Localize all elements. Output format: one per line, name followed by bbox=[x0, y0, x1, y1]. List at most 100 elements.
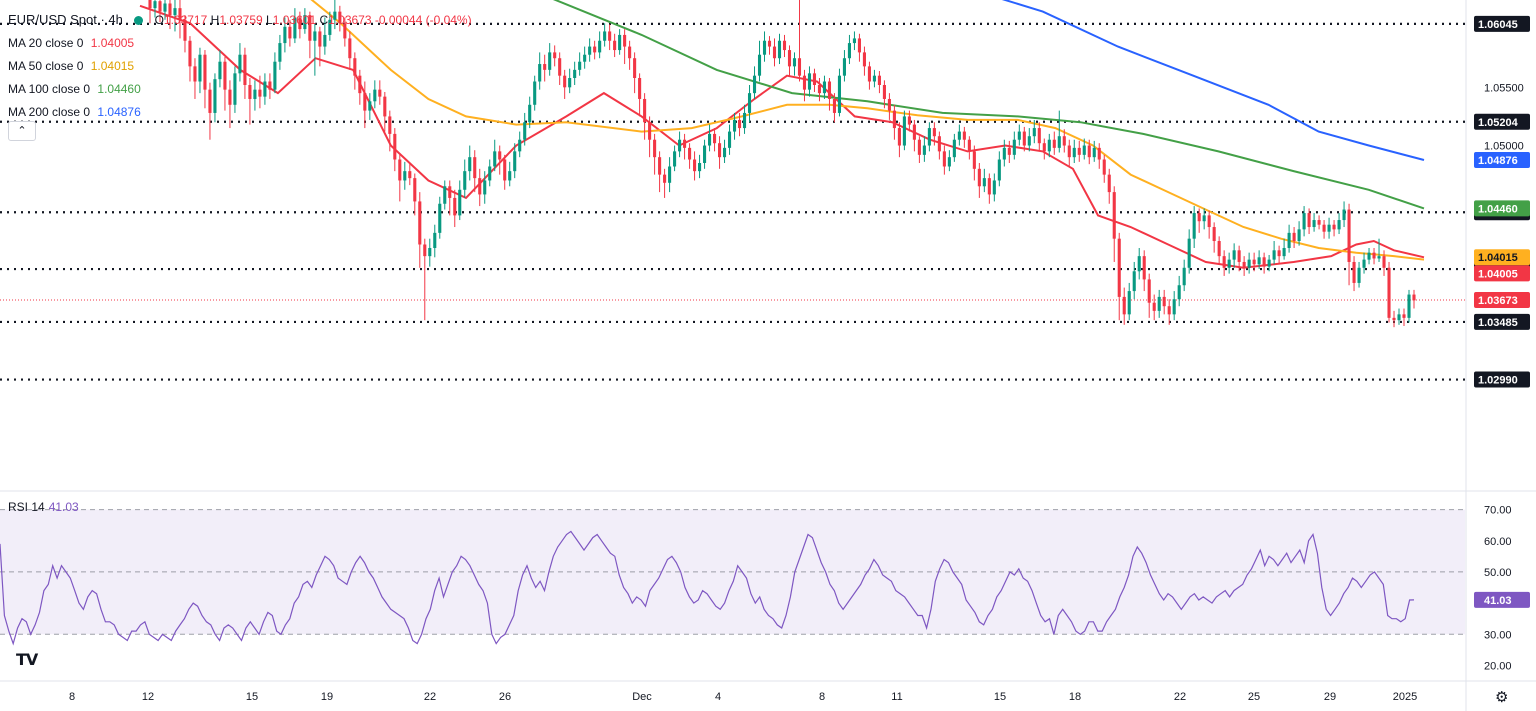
candle-body bbox=[1377, 256, 1381, 259]
candle-body bbox=[483, 180, 487, 195]
candle-body bbox=[1047, 139, 1051, 152]
candle-body bbox=[213, 79, 217, 113]
change-value: -0.00044 (-0.04%) bbox=[374, 13, 472, 27]
indicator-row-ma20[interactable]: MA 20 close 0 1.04005 bbox=[8, 32, 472, 55]
candle-body bbox=[1187, 238, 1191, 268]
candle-body bbox=[887, 98, 891, 111]
candle-body bbox=[727, 131, 732, 148]
candle-body bbox=[1082, 145, 1086, 155]
candle-body bbox=[1007, 147, 1011, 155]
candle-body bbox=[628, 46, 632, 59]
candle-body bbox=[747, 93, 752, 113]
candle-body bbox=[633, 58, 637, 79]
candle-body bbox=[228, 89, 232, 105]
candle-body bbox=[1237, 250, 1241, 262]
ma100-price-tag-bg bbox=[1474, 200, 1530, 217]
candle-body bbox=[308, 15, 312, 41]
candle-body bbox=[583, 54, 587, 62]
indicator-row-ma100[interactable]: MA 100 close 0 1.04460 bbox=[8, 78, 472, 101]
candle-body bbox=[767, 40, 772, 47]
ma100-price-tag: 1.04460 bbox=[1478, 203, 1518, 215]
candle-body bbox=[927, 128, 931, 146]
gear-icon[interactable]: ⚙ bbox=[1495, 689, 1509, 706]
candle-body bbox=[693, 159, 697, 172]
open-label: O bbox=[154, 13, 164, 27]
candle-body bbox=[428, 247, 432, 257]
candle-body bbox=[408, 171, 412, 179]
candle-body bbox=[1317, 220, 1321, 225]
rsi-line bbox=[0, 530, 1415, 646]
indicator-value: 1.04005 bbox=[90, 36, 135, 50]
candle-body bbox=[413, 178, 417, 202]
indicator-row-ma200[interactable]: MA 200 close 0 1.04876 bbox=[8, 101, 472, 124]
candle-body bbox=[1212, 227, 1216, 242]
candle-body bbox=[742, 112, 747, 129]
candle-body bbox=[1302, 213, 1306, 230]
tradingview-logo[interactable]: TV bbox=[16, 650, 38, 669]
candle-body bbox=[268, 81, 272, 90]
low-value: 1.03601 bbox=[272, 13, 317, 27]
close-label: C bbox=[319, 13, 329, 27]
candle-body bbox=[708, 133, 712, 146]
candle-body bbox=[283, 26, 287, 44]
ma-line-ma100 bbox=[552, 0, 1425, 210]
candle-body bbox=[353, 58, 357, 76]
candle-body bbox=[463, 171, 467, 190]
candle-body bbox=[648, 122, 652, 140]
symbol-title[interactable]: EUR/USD Spot · 4h bbox=[8, 12, 123, 27]
candle-body bbox=[1322, 224, 1326, 232]
candle-body bbox=[658, 157, 662, 175]
candle-body bbox=[1277, 250, 1281, 257]
candle-body bbox=[568, 78, 572, 88]
candle-body bbox=[1247, 259, 1251, 268]
candle-body bbox=[1132, 271, 1136, 292]
candle-body bbox=[787, 50, 792, 67]
candle-body bbox=[303, 15, 307, 30]
candle-body bbox=[543, 64, 547, 70]
candle-body bbox=[917, 139, 921, 155]
candle-body bbox=[1042, 143, 1046, 152]
candle-body bbox=[797, 58, 802, 76]
time-tick-label: 25 bbox=[1248, 691, 1260, 703]
candle-body bbox=[623, 34, 627, 47]
candle-body bbox=[1107, 174, 1111, 193]
candle-body bbox=[872, 75, 876, 82]
time-tick-label: 19 bbox=[321, 691, 333, 703]
rsi-legend[interactable]: RSI 14 41.03 bbox=[8, 500, 79, 514]
candle-body bbox=[248, 84, 252, 99]
candle-body bbox=[847, 43, 851, 59]
candle-body bbox=[533, 81, 537, 105]
candle-body bbox=[1157, 296, 1161, 311]
candle-body bbox=[233, 73, 237, 105]
price-tick-label: 1.05000 bbox=[1484, 141, 1524, 153]
level-price-tag: 1.02990 bbox=[1478, 375, 1518, 387]
candle-body bbox=[1052, 139, 1056, 148]
candle-body bbox=[947, 157, 951, 167]
indicator-row-ma50[interactable]: MA 50 close 0 1.04015 bbox=[8, 55, 472, 78]
collapse-legend-button[interactable]: ⌃ bbox=[8, 121, 36, 141]
indicator-label: MA 200 close 0 bbox=[8, 105, 91, 119]
candle-body bbox=[912, 124, 916, 140]
candle-body bbox=[1182, 267, 1186, 286]
candle-body bbox=[1252, 259, 1256, 265]
rsi-tick-label: 50.00 bbox=[1484, 567, 1512, 579]
candle-body bbox=[842, 58, 846, 76]
candle-body bbox=[173, 8, 177, 16]
time-tick-label: 2025 bbox=[1393, 691, 1417, 703]
candle-body bbox=[453, 197, 457, 216]
candle-body bbox=[1382, 256, 1386, 268]
candle-body bbox=[1312, 220, 1316, 228]
candle-body bbox=[158, 1, 162, 12]
candle-body bbox=[188, 40, 192, 67]
candle-body bbox=[148, 0, 152, 9]
candle-body bbox=[223, 61, 227, 90]
candle-body bbox=[1147, 279, 1151, 303]
candle-body bbox=[688, 147, 692, 160]
rsi-label: RSI 14 bbox=[8, 500, 45, 514]
candle-body bbox=[1397, 314, 1401, 321]
candle-body bbox=[368, 101, 372, 111]
candle-body bbox=[243, 54, 247, 85]
candle-body bbox=[732, 119, 737, 132]
symbol-row: EUR/USD Spot · 4h O1.03717 H1.03759 L1.0… bbox=[8, 8, 472, 32]
